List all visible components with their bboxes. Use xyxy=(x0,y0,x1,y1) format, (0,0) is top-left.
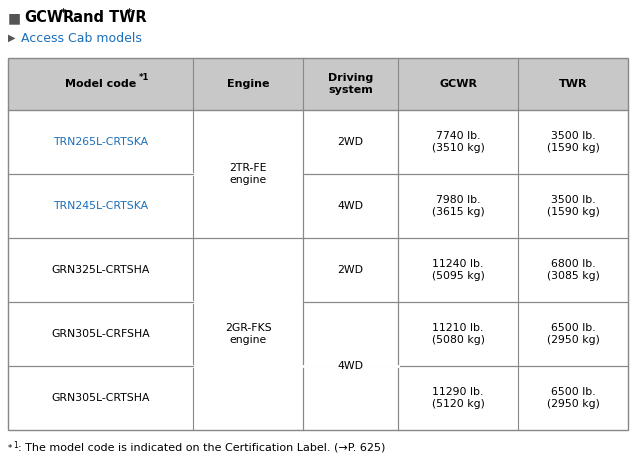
Text: ■: ■ xyxy=(8,11,21,25)
Bar xyxy=(8,58,628,110)
Bar xyxy=(8,174,628,238)
Text: Model code: Model code xyxy=(65,79,136,89)
Text: 1: 1 xyxy=(13,440,18,449)
Text: GRN325L-CRTSHA: GRN325L-CRTSHA xyxy=(51,265,150,275)
Text: 4WD: 4WD xyxy=(338,201,363,211)
Text: 3500 lb.
(1590 kg): 3500 lb. (1590 kg) xyxy=(546,195,599,217)
Text: 11290 lb.
(5120 kg): 11290 lb. (5120 kg) xyxy=(432,387,485,409)
Text: 2TR-FE
engine: 2TR-FE engine xyxy=(229,163,267,185)
Text: *1: *1 xyxy=(138,72,149,81)
Text: 7980 lb.
(3615 kg): 7980 lb. (3615 kg) xyxy=(432,195,485,217)
Bar xyxy=(8,366,628,430)
Text: *: * xyxy=(127,8,132,18)
Bar xyxy=(8,302,628,366)
Text: GCWR: GCWR xyxy=(439,79,477,89)
Text: ▶: ▶ xyxy=(8,33,16,43)
Text: *: * xyxy=(61,8,66,18)
Text: and TWR: and TWR xyxy=(68,10,146,25)
Text: 6800 lb.
(3085 kg): 6800 lb. (3085 kg) xyxy=(546,259,599,281)
Text: 2GR-FKS
engine: 2GR-FKS engine xyxy=(225,323,271,345)
Text: GRN305L-CRFSHA: GRN305L-CRFSHA xyxy=(51,329,150,339)
Text: 2WD: 2WD xyxy=(338,265,363,275)
Text: TRN245L-CRTSKA: TRN245L-CRTSKA xyxy=(53,201,148,211)
Text: 7740 lb.
(3510 kg): 7740 lb. (3510 kg) xyxy=(432,131,485,153)
Text: Driving
system: Driving system xyxy=(328,73,373,95)
Text: 3500 lb.
(1590 kg): 3500 lb. (1590 kg) xyxy=(546,131,599,153)
Bar xyxy=(8,238,628,302)
Text: *: * xyxy=(8,444,12,453)
Text: GRN305L-CRTSHA: GRN305L-CRTSHA xyxy=(51,393,150,403)
Text: : The model code is indicated on the Certification Label. (→P. 625): : The model code is indicated on the Cer… xyxy=(18,443,386,453)
Text: 6500 lb.
(2950 kg): 6500 lb. (2950 kg) xyxy=(546,323,599,345)
Text: 2WD: 2WD xyxy=(338,137,363,147)
Text: Engine: Engine xyxy=(227,79,269,89)
Text: 11210 lb.
(5080 kg): 11210 lb. (5080 kg) xyxy=(432,323,485,345)
Text: 4WD: 4WD xyxy=(338,361,363,371)
Text: 11240 lb.
(5095 kg): 11240 lb. (5095 kg) xyxy=(432,259,485,281)
Text: TWR: TWR xyxy=(558,79,587,89)
Bar xyxy=(8,58,628,430)
Bar xyxy=(8,110,628,174)
Text: TRN265L-CRTSKA: TRN265L-CRTSKA xyxy=(53,137,148,147)
Text: Access Cab models: Access Cab models xyxy=(21,31,142,45)
Text: GCWR: GCWR xyxy=(24,10,74,25)
Text: 6500 lb.
(2950 kg): 6500 lb. (2950 kg) xyxy=(546,387,599,409)
